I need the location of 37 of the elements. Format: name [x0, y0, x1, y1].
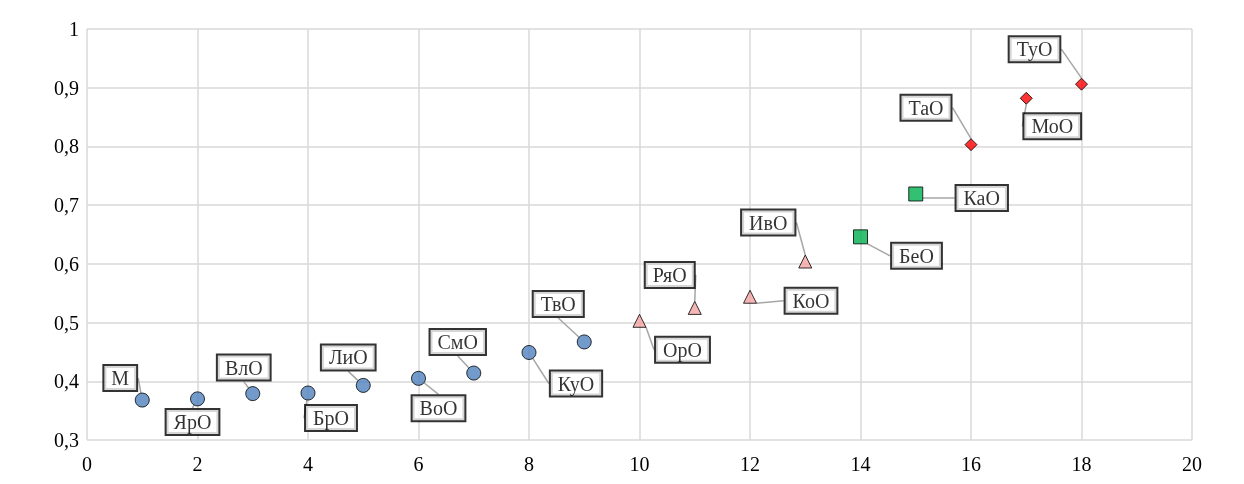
x-tick-label: 4 — [303, 453, 313, 475]
x-tick-label: 0 — [82, 453, 92, 475]
x-tick-label: 20 — [1182, 453, 1202, 475]
y-tick-label: 0,4 — [54, 370, 79, 393]
x-tick-label: 16 — [961, 453, 981, 475]
y-tick-label: 0,7 — [54, 194, 79, 217]
x-tick-label: 2 — [192, 453, 203, 475]
y-tick-label: 0,9 — [54, 76, 79, 99]
x-tick-label: 18 — [1071, 453, 1092, 475]
annotation: РяО — [652, 263, 687, 286]
x-tick-label: 6 — [413, 453, 424, 475]
y-tick-label: 0,3 — [54, 429, 79, 451]
annotation: ВоО — [419, 397, 458, 420]
annotation: БрО — [313, 407, 349, 431]
annotation: КуО — [557, 372, 595, 396]
x-tick-label: 12 — [740, 453, 760, 475]
annotation: ОрО — [663, 338, 702, 362]
x-tick-label: 10 — [629, 453, 650, 475]
y-tick-label: 0,8 — [54, 135, 79, 158]
annotation: КаО — [963, 186, 1000, 209]
annotation: КоО — [792, 289, 830, 312]
annotation: М — [111, 367, 130, 390]
annotation: МоО — [1031, 115, 1074, 138]
annotation: ЛиО — [328, 346, 368, 369]
annotation: ВлО — [224, 356, 263, 379]
x-tick-label: 14 — [850, 453, 871, 475]
y-tick-label: 0,6 — [54, 252, 79, 275]
annotation: ИвО — [749, 211, 788, 234]
annotation: БеО — [899, 244, 934, 267]
y-tick-label: 0,5 — [54, 311, 79, 334]
y-tick-label: 1 — [69, 18, 79, 40]
annotation: ТуО — [1016, 38, 1053, 62]
annotation: ТаО — [908, 96, 944, 119]
annotation: СмО — [437, 331, 478, 354]
annotation: ЯрО — [173, 410, 212, 434]
annotation: ТвО — [540, 292, 576, 315]
x-tick-label: 8 — [524, 453, 534, 475]
